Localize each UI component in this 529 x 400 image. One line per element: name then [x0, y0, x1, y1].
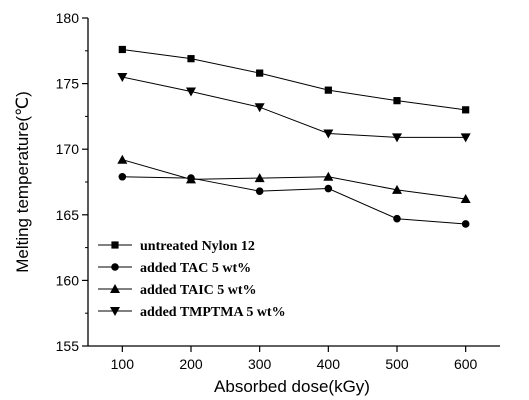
y-tick-label: 160: [56, 272, 80, 288]
data-point-series-4: [323, 129, 334, 139]
data-point-series-2: [255, 187, 264, 195]
series-line-3: [122, 159, 466, 200]
legend-marker: [111, 263, 119, 271]
data-point-series-4: [186, 87, 196, 97]
data-point-series-3: [254, 173, 265, 183]
x-tick-label: 600: [454, 356, 478, 372]
data-point-series-1: [324, 86, 332, 94]
legend-label: added TAC 5 wt%: [140, 261, 251, 276]
x-tick-label: 300: [248, 356, 272, 372]
data-point-series-2: [461, 220, 470, 228]
y-tick-label: 155: [56, 338, 80, 354]
y-tick-label: 180: [56, 10, 80, 26]
legend-label: added TAIC 5 wt%: [140, 283, 257, 298]
data-point-series-3: [186, 174, 196, 184]
series-line-2: [122, 176, 466, 225]
data-point-series-4: [254, 103, 265, 113]
data-point-series-2: [393, 214, 401, 223]
plot-area: 155 160 165 170 175 180 100 200 300 400 500 600 untr…: [56, 10, 500, 372]
y-axis-title: Melting temperature(℃): [13, 91, 32, 273]
data-point-series-3: [117, 154, 128, 164]
legend-label: untreated Nylon 12: [140, 239, 255, 254]
legend-marker: [110, 307, 120, 316]
y-tick-label: 175: [56, 76, 80, 92]
x-axis-title: Absorbed dose(kGy): [214, 377, 370, 396]
data-point-series-4: [392, 133, 402, 143]
data-point-series-1: [118, 45, 126, 54]
series-line-4: [122, 76, 466, 138]
x-tick-label: 100: [111, 356, 135, 372]
legend-label: added TMPTMA 5 wt%: [140, 305, 286, 320]
data-point-series-1: [393, 97, 401, 105]
series-line-1: [122, 48, 466, 111]
data-point-series-2: [324, 184, 333, 193]
data-point-series-1: [187, 55, 195, 63]
data-point-series-3: [323, 171, 334, 181]
data-point-series-3: [392, 184, 402, 194]
y-tick-label: 170: [56, 141, 80, 157]
data-point-series-3: [460, 194, 471, 204]
legend-marker: [111, 241, 119, 249]
data-point-series-4: [117, 73, 128, 83]
data-point-series-1: [462, 106, 470, 114]
x-tick-label: 500: [385, 356, 409, 372]
x-tick-label: 200: [179, 356, 203, 372]
data-point-series-4: [460, 133, 471, 143]
legend-marker: [110, 284, 120, 293]
data-point-series-1: [256, 69, 264, 77]
x-tick-label: 400: [317, 356, 341, 372]
y-tick-label: 165: [56, 207, 80, 223]
data-point-series-2: [118, 172, 127, 181]
